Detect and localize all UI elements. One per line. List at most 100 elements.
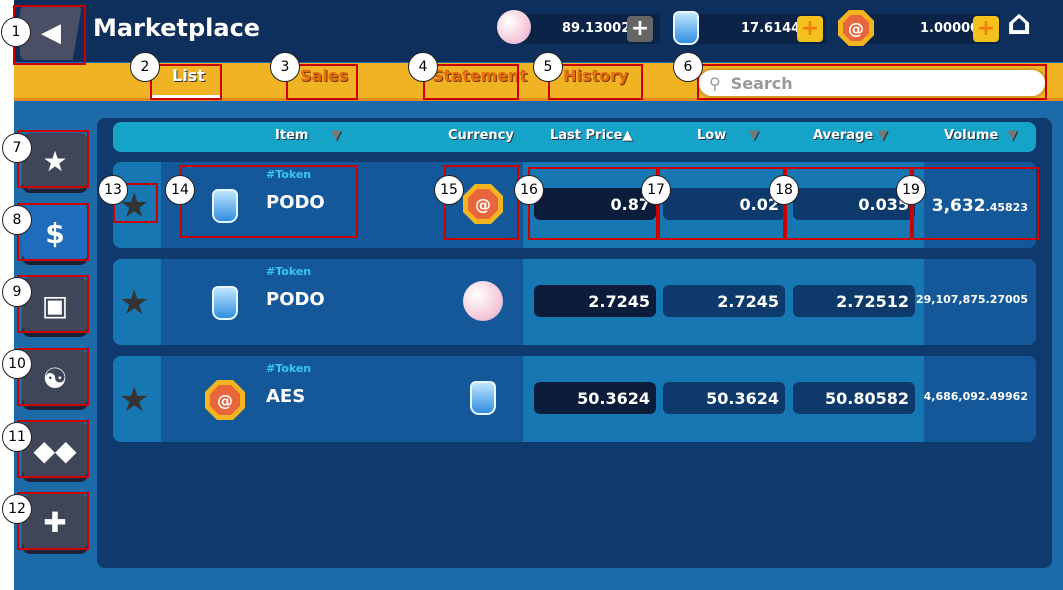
potion-value: 17.61445: [741, 21, 810, 36]
annotation-number: 8: [2, 205, 32, 235]
annotation-number: 2: [130, 52, 160, 82]
volume-value: 3,632.45823: [931, 196, 1028, 216]
potion-jar-icon: [673, 11, 699, 45]
annotation-number: 7: [2, 133, 32, 163]
column-average[interactable]: Average ▼: [813, 128, 888, 143]
column-item[interactable]: Item ▼: [275, 128, 342, 143]
pearl-value: 89.13002: [562, 21, 631, 36]
low-value: 2.7245: [663, 285, 785, 317]
fish-icon: ☯: [42, 361, 68, 395]
table-row[interactable]: ★ @ #Token AES 50.3624 50.3624 50.80582 …: [113, 356, 1036, 442]
last-price-value: 2.7245: [534, 285, 656, 317]
annotation-box: [912, 167, 1039, 240]
item-tag: #Token: [266, 168, 312, 181]
annotation-number: 6: [673, 52, 703, 82]
column-low[interactable]: Low ▼: [697, 128, 759, 143]
annotation-number: 18: [769, 175, 799, 205]
last-price-value: 50.3624: [534, 382, 656, 414]
tab-list[interactable]: List: [172, 66, 205, 85]
table-row[interactable]: ★ #Token PODO 2.7245 2.7245 2.72512 29,1…: [113, 259, 1036, 345]
annotation-number: 9: [2, 277, 32, 307]
table-header: [113, 122, 1036, 152]
last-price-value: 0.87: [534, 188, 656, 220]
tab-statement[interactable]: Statement: [432, 66, 528, 85]
annotation-box: [548, 64, 643, 100]
average-value: 0.035: [793, 188, 915, 220]
volume-cell: [924, 162, 1036, 248]
aes-coin-icon: @: [463, 184, 503, 224]
annotation-box: [528, 167, 658, 240]
item-tag: #Token: [266, 265, 312, 278]
annotation-number: 15: [434, 175, 464, 205]
tab-history[interactable]: History: [563, 66, 629, 85]
annotation-box: [697, 64, 1047, 100]
low-value: 50.3624: [663, 382, 785, 414]
sidebar-fish[interactable]: ☯: [22, 350, 88, 406]
annotation-number: 5: [533, 52, 563, 82]
potion-jar-icon: [212, 286, 238, 320]
annotation-number: 19: [896, 175, 926, 205]
item-cell: [161, 259, 443, 345]
volume-cell: [924, 356, 1036, 442]
search-placeholder: Search: [730, 73, 793, 93]
annotation-box: [658, 167, 785, 240]
potion-jar-icon: [212, 189, 238, 223]
column-volume[interactable]: Volume ▼: [944, 128, 1018, 143]
aes-value: 1.00000: [920, 21, 980, 36]
item-name: PODO: [266, 289, 325, 310]
search-input[interactable]: ⚲ Search: [697, 68, 1047, 98]
annotation-box: [785, 167, 912, 240]
item-name: PODO: [266, 192, 325, 213]
item-name: AES: [266, 386, 306, 407]
page-title: Marketplace: [93, 14, 261, 42]
annotation-number: 3: [270, 52, 300, 82]
item-tag: #Token: [266, 362, 312, 375]
sidebar-favorites[interactable]: ★: [22, 133, 88, 189]
cards-icon: ◆◆: [33, 433, 77, 467]
annotation-number: 12: [2, 494, 32, 524]
sidebar-cards[interactable]: ◆◆: [22, 422, 88, 478]
annotation-number: 11: [2, 422, 32, 452]
annotation-number: 17: [641, 175, 671, 205]
column-last-price[interactable]: Last Price▲: [550, 128, 633, 143]
pearl-icon: [463, 281, 503, 321]
chest-icon: ▣: [41, 288, 69, 322]
column-currency[interactable]: Currency: [448, 128, 514, 143]
annotation-box: [286, 64, 358, 100]
favorite-star-button[interactable]: ★: [119, 380, 150, 420]
annotation-number: 1: [1, 17, 31, 47]
aes-coin-icon: @: [838, 10, 874, 46]
star-icon: ★: [42, 144, 68, 178]
aes-coin-icon: @: [205, 380, 245, 420]
volume-value: 29,107,875.27005: [915, 293, 1028, 306]
active-tab-indicator: [150, 95, 220, 98]
search-icon: ⚲: [709, 73, 721, 93]
back-arrow-icon: ◀: [41, 18, 61, 48]
annotation-box: [423, 64, 519, 100]
pearl-icon: [497, 10, 531, 44]
annotation-number: 13: [98, 175, 128, 205]
add-aes-button[interactable]: +: [973, 16, 999, 42]
tab-sales[interactable]: Sales: [300, 66, 349, 85]
potion-jar-icon: [470, 381, 496, 415]
annotation-number: 4: [408, 52, 438, 82]
volume-cell: [924, 259, 1036, 345]
puzzle-icon: ✚: [43, 505, 67, 539]
home-button[interactable]: ⌂: [1007, 6, 1031, 40]
sidebar-tokens[interactable]: $: [22, 205, 88, 261]
volume-value: 4,686,092.49962: [923, 390, 1028, 403]
annotation-number: 14: [165, 175, 195, 205]
average-value: 50.80582: [793, 382, 915, 414]
add-potion-button[interactable]: +: [797, 16, 823, 42]
add-pearl-button[interactable]: +: [627, 16, 653, 42]
annotation-box: [180, 165, 358, 238]
home-icon: ⌂: [1007, 3, 1032, 43]
average-value: 2.72512: [793, 285, 915, 317]
sidebar-chests[interactable]: ▣: [22, 277, 88, 333]
annotation-box: [150, 64, 222, 100]
annotation-number: 16: [514, 175, 544, 205]
favorite-star-button[interactable]: ★: [119, 283, 150, 323]
annotation-number: 10: [2, 349, 32, 379]
sidebar-puzzle[interactable]: ✚: [22, 494, 88, 550]
item-cell: [161, 162, 443, 248]
